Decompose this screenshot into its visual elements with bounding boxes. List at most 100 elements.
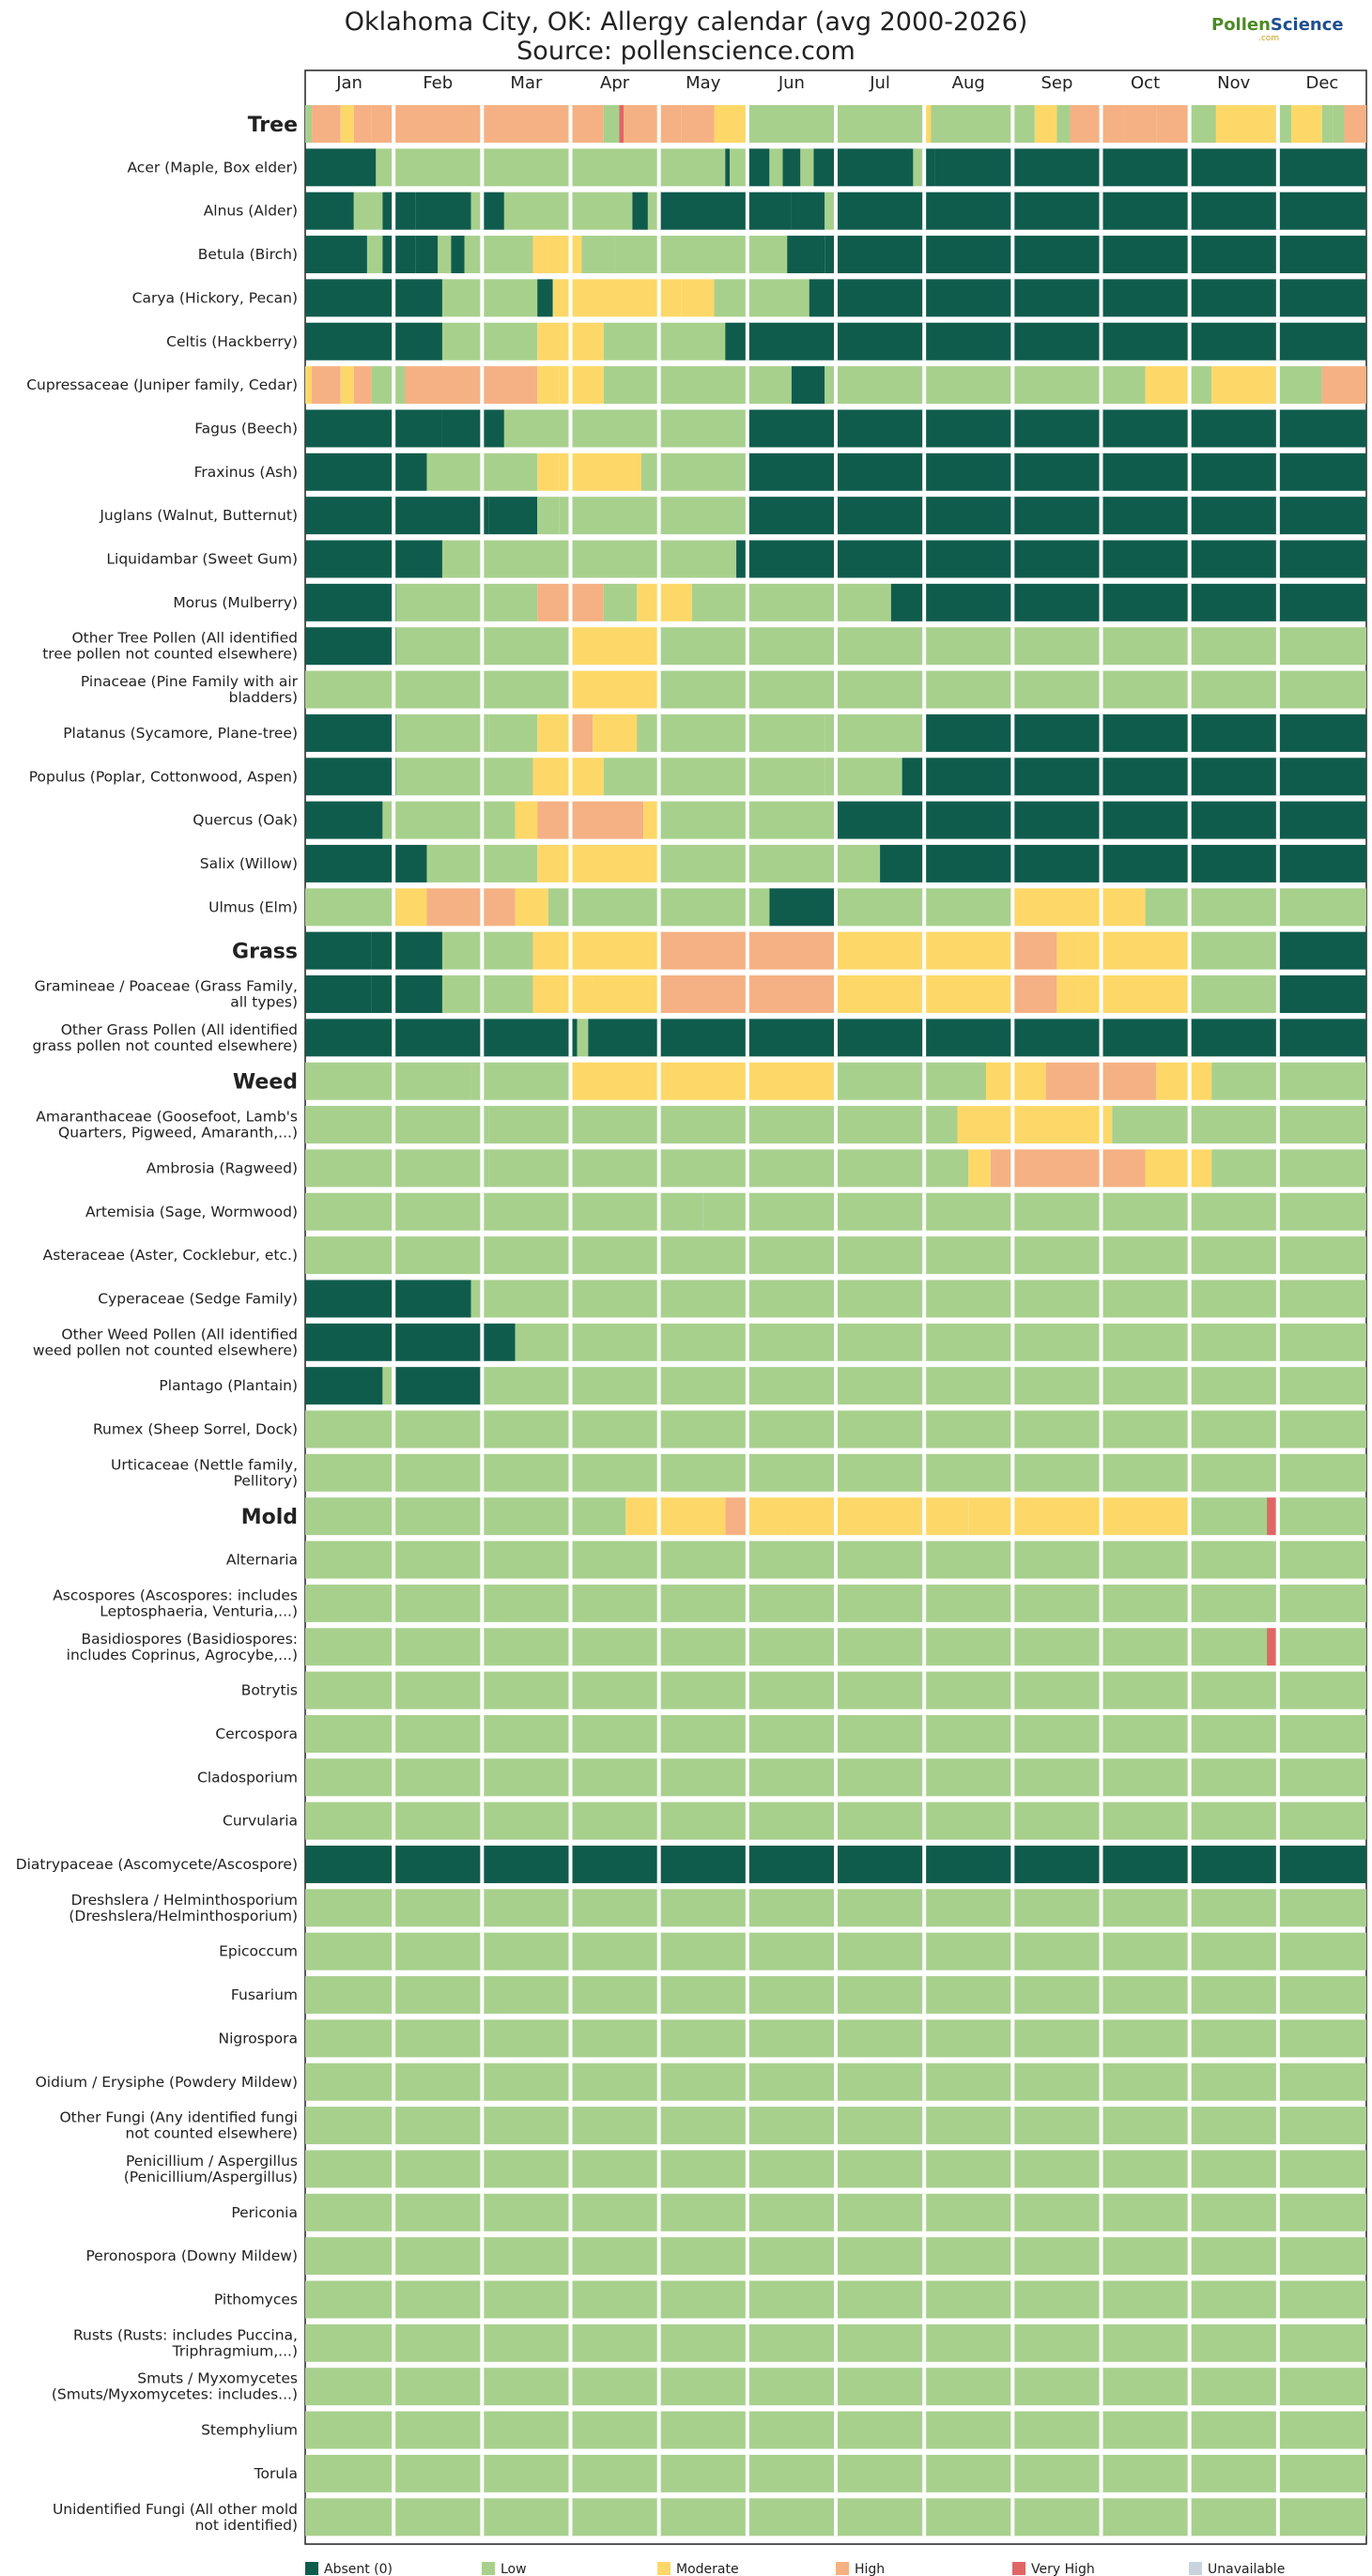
row-label-line: Botrytis bbox=[241, 1682, 298, 1699]
month-separator bbox=[1275, 409, 1280, 448]
heatmap-cell bbox=[813, 148, 836, 187]
month-separator bbox=[1099, 1106, 1103, 1144]
month-separator bbox=[1010, 322, 1015, 360]
heatmap-cell bbox=[305, 713, 396, 752]
row-label-line: Juglans (Walnut, Butternut) bbox=[99, 507, 298, 524]
month-separator bbox=[1099, 236, 1103, 274]
heatmap-cell bbox=[470, 1062, 571, 1100]
heatmap-cell bbox=[624, 105, 682, 143]
heatmap-cell bbox=[593, 931, 659, 970]
heatmap-cell bbox=[305, 452, 396, 491]
month-separator bbox=[1099, 583, 1103, 621]
row-label: Fagus (Beech) bbox=[194, 420, 298, 437]
month-separator bbox=[392, 627, 396, 666]
month-separator bbox=[1275, 1758, 1280, 1797]
month-separator bbox=[568, 975, 573, 1013]
row-label-line: Ascospores (Ascospores: includes bbox=[53, 1587, 298, 1603]
month-separator bbox=[656, 322, 661, 360]
month-separator bbox=[480, 1541, 485, 1579]
month-separator bbox=[1099, 1149, 1103, 1188]
month-separator bbox=[1010, 452, 1015, 491]
month-separator bbox=[1187, 1019, 1192, 1057]
month-separator bbox=[922, 931, 927, 970]
row-label-line: includes Coprinus, Agrocybe,...) bbox=[67, 1647, 298, 1664]
row-label-line: Rumex (Sheep Sorrel, Dock) bbox=[93, 1421, 298, 1438]
month-separator bbox=[1275, 366, 1280, 405]
row-label: Juglans (Walnut, Butternut) bbox=[99, 507, 298, 524]
heatmap-cell bbox=[305, 540, 442, 578]
row-label-line: Acer (Maple, Box elder) bbox=[127, 159, 298, 176]
month-separator bbox=[480, 1497, 485, 1536]
month-separator bbox=[568, 1671, 573, 1710]
month-separator bbox=[834, 497, 838, 535]
month-separator bbox=[392, 409, 396, 448]
month-separator bbox=[1099, 931, 1103, 970]
heatmap-cell bbox=[603, 105, 620, 143]
month-separator bbox=[1099, 975, 1103, 1013]
month-separator bbox=[1099, 2150, 1103, 2188]
month-separator bbox=[1187, 801, 1192, 839]
legend-label: High bbox=[855, 2562, 885, 2576]
month-separator bbox=[656, 2454, 661, 2492]
heatmap-cell bbox=[593, 975, 659, 1013]
row-label-line: Peronospora (Downy Mildew) bbox=[86, 2247, 299, 2264]
month-separator bbox=[1010, 1192, 1015, 1231]
month-separator bbox=[392, 583, 396, 621]
month-separator bbox=[1010, 279, 1015, 317]
row-label: Oidium / Erysiphe (Powdery Mildew) bbox=[36, 2074, 298, 2091]
month-separator bbox=[1010, 1758, 1015, 1797]
row-label-line: Gramineae / Poaceae (Grass Family, bbox=[35, 978, 298, 995]
legend-label: Very High bbox=[1031, 2562, 1095, 2576]
heatmap-cell bbox=[1321, 366, 1366, 405]
month-separator bbox=[1275, 1367, 1280, 1405]
month-separator bbox=[1010, 148, 1015, 187]
month-separator bbox=[568, 1584, 573, 1622]
month-separator bbox=[1010, 1019, 1015, 1057]
heatmap-cell bbox=[503, 192, 633, 230]
month-separator bbox=[392, 2323, 396, 2362]
heatmap-cell bbox=[825, 713, 925, 752]
month-separator bbox=[392, 2237, 396, 2276]
month-separator bbox=[1099, 1671, 1103, 1710]
heatmap-cell bbox=[404, 366, 538, 405]
month-separator bbox=[1187, 1453, 1192, 1492]
month-separator bbox=[480, 192, 485, 230]
month-separator bbox=[745, 409, 749, 448]
month-label: Apr bbox=[600, 73, 630, 93]
month-separator bbox=[1187, 366, 1192, 405]
month-separator bbox=[922, 1192, 927, 1231]
month-separator bbox=[1275, 2498, 1280, 2537]
month-separator bbox=[1010, 888, 1015, 927]
month-separator bbox=[656, 2193, 661, 2231]
row-label: Liquidambar (Sweet Gum) bbox=[106, 551, 298, 568]
heatmap-cell bbox=[968, 1497, 1013, 1536]
month-separator bbox=[1187, 1323, 1192, 1361]
heatmap-cell bbox=[1189, 366, 1212, 405]
month-separator bbox=[1099, 497, 1103, 535]
month-separator bbox=[568, 105, 573, 143]
month-separator bbox=[745, 1802, 749, 1840]
month-separator bbox=[480, 1889, 485, 1927]
month-separator bbox=[480, 627, 485, 666]
month-separator bbox=[656, 1628, 661, 1666]
month-separator bbox=[568, 409, 573, 448]
month-label: Feb bbox=[423, 73, 453, 93]
month-separator bbox=[392, 888, 396, 927]
row-label-line: Morus (Mulberry) bbox=[173, 594, 298, 611]
month-separator bbox=[1099, 1889, 1103, 1927]
month-separator bbox=[480, 1149, 485, 1188]
month-separator bbox=[392, 975, 396, 1013]
heatmap-cell bbox=[570, 713, 594, 752]
month-separator bbox=[1187, 1671, 1192, 1710]
heatmap-cell bbox=[714, 279, 809, 317]
month-separator bbox=[1275, 1062, 1280, 1100]
month-separator bbox=[480, 1453, 485, 1492]
month-separator bbox=[745, 2062, 749, 2101]
month-separator bbox=[1275, 1149, 1280, 1188]
heatmap-cell bbox=[924, 713, 1366, 752]
row-label: Betula (Birch) bbox=[198, 246, 298, 263]
month-separator bbox=[745, 1149, 749, 1188]
heatmap-cell bbox=[1215, 105, 1278, 143]
month-separator bbox=[392, 105, 396, 143]
month-separator bbox=[745, 1062, 749, 1100]
